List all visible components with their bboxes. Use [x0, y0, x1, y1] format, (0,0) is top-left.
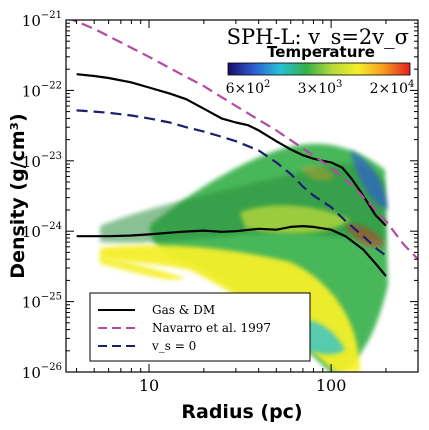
series-lines	[70, 20, 418, 277]
y-axis-label: Density (g/cm³)	[7, 113, 29, 278]
temperature-colorbar: Temperature 6×102 3×103 2×104	[226, 43, 415, 97]
temperature-scatter-cloud	[100, 143, 388, 372]
series-line-navarro-et-al-1997	[70, 20, 418, 260]
legend-label-gas-dm: Gas & DM	[152, 303, 215, 317]
colorbar-title: Temperature	[267, 43, 375, 61]
x-axis-label: Radius (pc)	[181, 401, 302, 423]
y-tick-label: 10−22	[22, 80, 62, 100]
colorbar-tick-label: 3×103	[298, 79, 343, 97]
series-line-v-s-0	[76, 109, 387, 257]
colorbar-tick-label: 6×102	[226, 79, 271, 97]
colorbar-tick-label: 2×104	[370, 79, 415, 97]
colorbar-tick-labels: 6×102 3×103 2×104	[226, 79, 415, 97]
y-tick-label: 10−25	[22, 292, 62, 312]
y-tick-label: 10−26	[22, 362, 62, 382]
axis-ticks	[66, 19, 419, 373]
x-tick-labels: 10 100	[139, 376, 347, 395]
series-line-gas-dm	[76, 73, 387, 227]
series-line-gas-dm-lower	[76, 225, 387, 277]
plot-frame	[65, 19, 419, 373]
x-tick-label: 10	[139, 376, 159, 395]
legend-label-vs0: v_s = 0	[151, 339, 196, 353]
chart-title: SPH-L: v_s=2v_σ	[227, 25, 409, 49]
legend: Gas & DM Navarro et al. 1997 v_s = 0	[89, 292, 311, 362]
legend-label-nfw: Navarro et al. 1997	[152, 321, 271, 335]
colorbar-gradient	[227, 62, 411, 76]
y-tick-label: 10−21	[22, 10, 62, 30]
x-tick-label: 100	[316, 376, 347, 395]
